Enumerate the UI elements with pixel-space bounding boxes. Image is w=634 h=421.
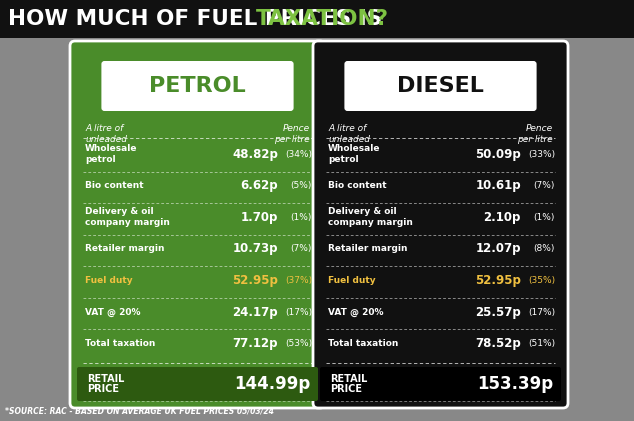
FancyBboxPatch shape xyxy=(77,367,318,401)
Text: 6.62p: 6.62p xyxy=(240,179,278,192)
Text: (35%): (35%) xyxy=(528,276,555,285)
Text: Delivery & oil
company margin: Delivery & oil company margin xyxy=(85,208,170,227)
Text: 77.12p: 77.12p xyxy=(233,337,278,350)
FancyBboxPatch shape xyxy=(70,41,325,408)
Text: A litre of
unleaded: A litre of unleaded xyxy=(328,124,370,144)
Text: 1.70p: 1.70p xyxy=(241,211,278,224)
Text: 2.10p: 2.10p xyxy=(484,211,521,224)
Text: (7%): (7%) xyxy=(290,245,312,253)
Text: 25.57p: 25.57p xyxy=(476,306,521,319)
Text: (8%): (8%) xyxy=(534,245,555,253)
Text: (51%): (51%) xyxy=(528,339,555,348)
Text: Wholesale
petrol: Wholesale petrol xyxy=(328,144,380,164)
Text: Total taxation: Total taxation xyxy=(85,339,155,348)
Text: (17%): (17%) xyxy=(285,308,312,317)
Text: VAT @ 20%: VAT @ 20% xyxy=(85,307,141,317)
Text: 10.61p: 10.61p xyxy=(476,179,521,192)
Text: Delivery & oil
company margin: Delivery & oil company margin xyxy=(328,208,413,227)
Text: Total taxation: Total taxation xyxy=(328,339,398,348)
Text: DIESEL: DIESEL xyxy=(397,76,484,96)
Text: Fuel duty: Fuel duty xyxy=(85,276,133,285)
Text: Bio content: Bio content xyxy=(328,181,387,190)
Text: 144.99p: 144.99p xyxy=(234,375,310,393)
Text: A litre of
unleaded: A litre of unleaded xyxy=(85,124,127,144)
Text: (37%): (37%) xyxy=(285,276,312,285)
Text: 52.95p: 52.95p xyxy=(475,274,521,287)
Text: 78.52p: 78.52p xyxy=(476,337,521,350)
Text: (7%): (7%) xyxy=(534,181,555,190)
Text: (17%): (17%) xyxy=(528,308,555,317)
Text: 153.39p: 153.39p xyxy=(477,375,553,393)
Text: Wholesale
petrol: Wholesale petrol xyxy=(85,144,138,164)
Bar xyxy=(0,0,634,38)
Text: (1%): (1%) xyxy=(534,213,555,222)
Text: 50.09p: 50.09p xyxy=(476,148,521,161)
Text: (53%): (53%) xyxy=(285,339,312,348)
Text: 48.82p: 48.82p xyxy=(232,148,278,161)
Text: Pence
per litre: Pence per litre xyxy=(517,124,553,144)
Text: Retailer margin: Retailer margin xyxy=(328,245,408,253)
Text: Fuel duty: Fuel duty xyxy=(328,276,375,285)
FancyBboxPatch shape xyxy=(344,61,536,111)
Text: 24.17p: 24.17p xyxy=(233,306,278,319)
Text: 10.73p: 10.73p xyxy=(233,242,278,256)
Text: RETAIL
PRICE: RETAIL PRICE xyxy=(87,373,124,394)
FancyBboxPatch shape xyxy=(101,61,294,111)
Text: Retailer margin: Retailer margin xyxy=(85,245,164,253)
Text: HOW MUCH OF FUEL PRICES IS: HOW MUCH OF FUEL PRICES IS xyxy=(8,9,390,29)
Text: RETAIL
PRICE: RETAIL PRICE xyxy=(330,373,367,394)
Text: VAT @ 20%: VAT @ 20% xyxy=(328,307,384,317)
Text: 52.95p: 52.95p xyxy=(232,274,278,287)
Text: Bio content: Bio content xyxy=(85,181,144,190)
Text: PETROL: PETROL xyxy=(149,76,246,96)
Text: 12.07p: 12.07p xyxy=(476,242,521,256)
Text: TAXATION?: TAXATION? xyxy=(256,9,389,29)
Text: *SOURCE: RAC - BASED ON AVERAGE UK FUEL PRICES 05/03/24: *SOURCE: RAC - BASED ON AVERAGE UK FUEL … xyxy=(5,407,274,416)
Text: (1%): (1%) xyxy=(290,213,312,222)
FancyBboxPatch shape xyxy=(320,367,561,401)
FancyBboxPatch shape xyxy=(313,41,568,408)
Text: (5%): (5%) xyxy=(290,181,312,190)
Text: (33%): (33%) xyxy=(528,150,555,159)
Text: Pence
per litre: Pence per litre xyxy=(275,124,310,144)
Text: (34%): (34%) xyxy=(285,150,312,159)
